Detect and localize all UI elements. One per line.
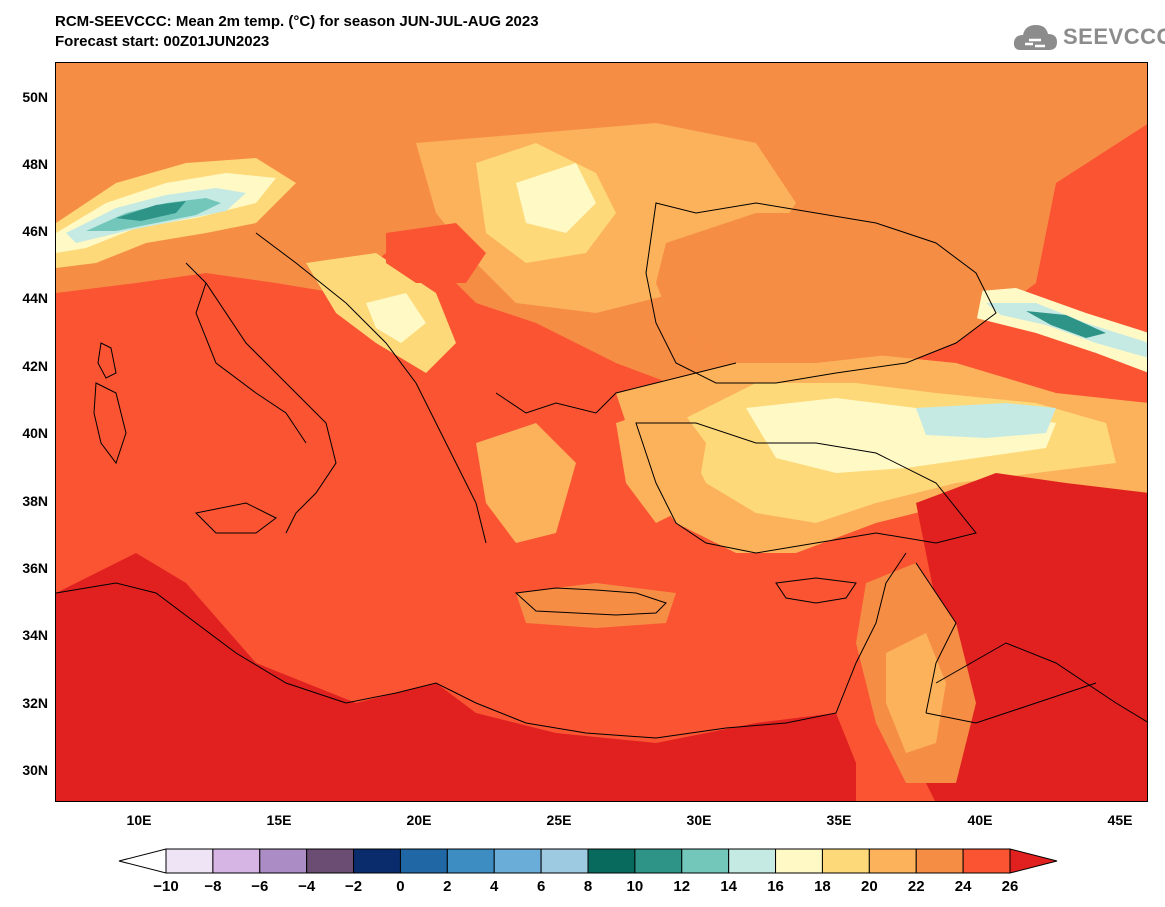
lat-label-46n: 46N: [22, 223, 48, 239]
lat-label-50n: 50N: [22, 89, 48, 105]
colorbar-box: [634, 848, 683, 874]
colorbar-tick-label: 24: [954, 878, 972, 895]
colorbar-tick-label: 14: [720, 878, 737, 895]
colorbar-tick-label: 22: [907, 878, 925, 895]
lon-label-20e: 20E: [406, 812, 432, 828]
colorbar-tick-label: −2: [344, 878, 363, 895]
colorbar-tick-label: 4: [490, 878, 499, 895]
lon-label-25e: 25E: [546, 812, 572, 828]
colorbar-box: [540, 848, 589, 874]
colorbar-tick-label: 8: [583, 878, 593, 895]
title-line-2: Forecast start: 00Z01JUN2023: [55, 33, 270, 50]
colorbar-tick-label: 2: [443, 878, 452, 895]
colorbar-box: [446, 848, 495, 874]
colorbar-box: [681, 848, 730, 874]
colorbar-tick-label: 16: [767, 878, 784, 895]
lat-label-44n: 44N: [22, 290, 48, 306]
lat-label-36n: 36N: [22, 560, 48, 576]
lon-label-10e: 10E: [126, 812, 152, 828]
colorbar-box: [399, 848, 448, 874]
lat-label-40n: 40N: [22, 425, 48, 441]
colorbar-box: [728, 848, 777, 874]
lon-label-45e: 45E: [1107, 812, 1133, 828]
colorbar-box: [775, 848, 823, 874]
colorbar-box: [165, 848, 214, 874]
lon-label-35e: 35E: [826, 812, 852, 828]
colorbar-box: [962, 848, 1011, 874]
cloud-icon: [1013, 25, 1057, 50]
colorbar-box: [493, 848, 542, 874]
colorbar-box: [868, 848, 917, 874]
logo-text: SEEVCCC: [1063, 24, 1165, 49]
title-line-1: RCM-SEEVCCC: Mean 2m temp. (°C) for seas…: [55, 13, 539, 30]
colorbar-box: [821, 848, 870, 874]
colorbar-tick-label: −4: [298, 878, 316, 895]
colorbar-min-triangle: [118, 848, 167, 874]
colorbar-box: [353, 848, 401, 874]
colorbar-tick-label: 6: [536, 878, 546, 895]
colorbar: [118, 848, 1058, 874]
colorbar-box: [259, 848, 308, 874]
lon-label-30e: 30E: [686, 812, 712, 828]
colorbar-max-triangle: [1009, 848, 1058, 874]
colorbar-box: [915, 848, 964, 874]
colorbar-tick-label: −8: [204, 878, 222, 895]
colorbar-box: [212, 848, 261, 874]
lat-label-38n: 38N: [22, 493, 48, 509]
colorbar-box: [306, 848, 355, 874]
colorbar-tick-label: 12: [673, 878, 691, 895]
colorbar-tick-label: 18: [814, 878, 831, 895]
seevccc-logo: SEEVCCC: [1011, 20, 1165, 56]
colorbar-tick-label: 0: [396, 878, 405, 895]
lat-label-30n: 30N: [22, 762, 48, 778]
colorbar-tick-label: 20: [860, 878, 878, 895]
lon-label-40e: 40E: [967, 812, 993, 828]
colorbar-tick-label: 10: [626, 878, 644, 895]
colorbar-tick-label: −6: [251, 878, 269, 895]
colorbar-tick-label: 26: [1001, 878, 1019, 895]
temperature-map: [55, 62, 1148, 802]
lat-label-34n: 34N: [22, 627, 48, 643]
colorbar-box: [587, 848, 636, 874]
map-title: RCM-SEEVCCC: Mean 2m temp. (°C) for seas…: [55, 12, 539, 52]
lat-label-48n: 48N: [22, 156, 48, 172]
lat-label-32n: 32N: [22, 695, 48, 711]
colorbar-tick-label: −10: [153, 878, 179, 895]
map-canvas: [56, 63, 1147, 801]
lon-label-15e: 15E: [266, 812, 292, 828]
lat-label-42n: 42N: [22, 358, 48, 374]
